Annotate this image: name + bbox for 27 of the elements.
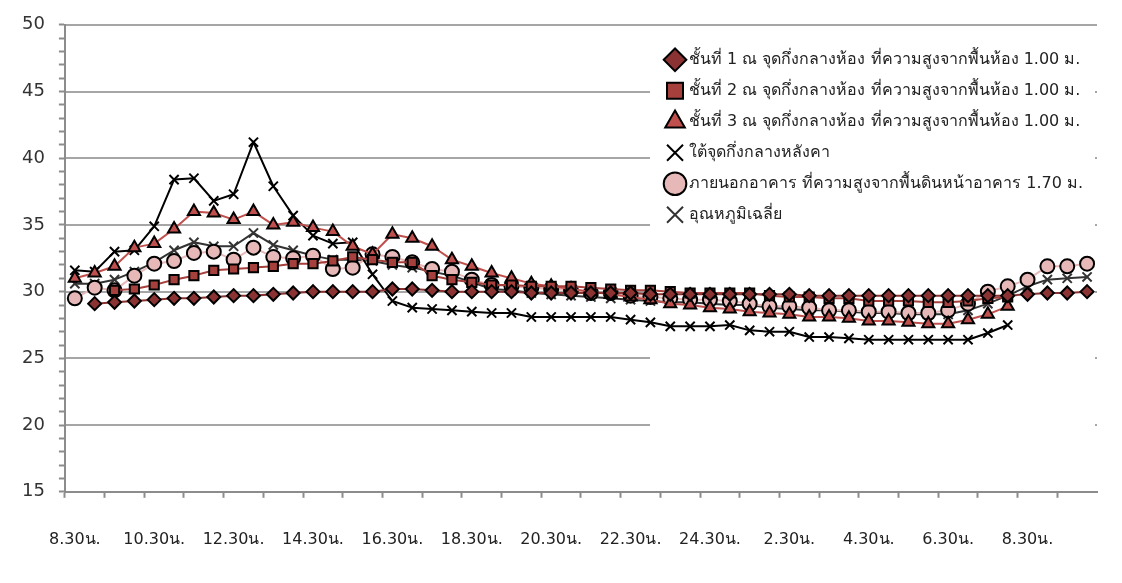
y-tick-label: 15 [22, 479, 45, 501]
y-tick-label: 25 [22, 346, 45, 368]
x-tick-label: 6.30น. [922, 528, 974, 548]
x-tick-label: 10.30น. [123, 528, 186, 548]
y-tick-label: 50 [22, 12, 45, 34]
legend-label: ชั้นที่ 1 ณ จุดกึ่งกลางห้อง ที่ความสูงจากพื้นห้อง 1.00 ม. [689, 46, 1081, 69]
y-tick-label: 40 [22, 145, 45, 167]
x-tick-label: 8.30น. [48, 528, 101, 548]
x-tick-label: 16.30น. [361, 528, 424, 548]
legend-label: ชั้นที่ 3 ณ จุดกึ่งกลางห้อง ที่ความสูงจากพื้นห้อง 1.00 ม. [689, 108, 1081, 131]
x-tick-label: 12.30น. [202, 528, 265, 548]
x-tick-label: 14.30น. [282, 528, 344, 548]
x-tick-label: 22.30น. [599, 528, 662, 548]
legend-label: ภายนอกอาคาร ที่ความสูงจากพื้นดินหน้าอาคาร 1.70 ม. [689, 170, 1083, 193]
legend-label: อุณหภูมิเฉลี่ย [689, 201, 783, 224]
x-tick-label: 18.30น. [440, 528, 503, 548]
legend-label: ชั้นที่ 2 ณ จุดกึ่งกลางห้อง ที่ความสูงจากพื้นห้อง 1.00 ม. [689, 77, 1081, 100]
x-tick-label: 24.30น. [679, 528, 741, 548]
y-tick-label: 45 [22, 79, 45, 101]
x-tick-label: 4.30น. [842, 528, 895, 548]
x-tick-label: 20.30น. [520, 528, 583, 548]
legend-label: ใต้จุดกึ่งกลางหลังคา [689, 139, 831, 162]
y-tick-label: 30 [22, 279, 45, 301]
x-tick-label: 8.30น. [1001, 528, 1054, 548]
y-tick-label: 35 [22, 212, 45, 234]
x-tick-label: 2.30น. [763, 528, 816, 548]
y-tick-label: 20 [22, 412, 45, 434]
